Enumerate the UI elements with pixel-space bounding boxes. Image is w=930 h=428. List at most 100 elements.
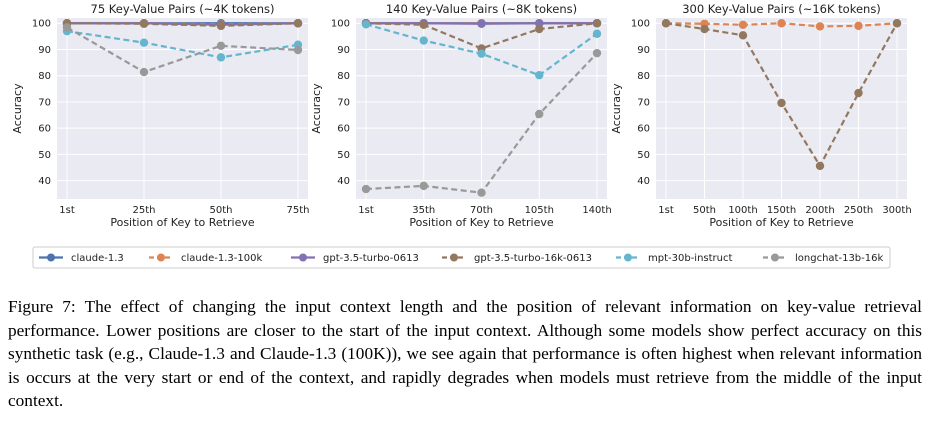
legend-swatch-marker: [771, 253, 779, 262]
chart-panel-1: 40 50 60 70 80 90 100 1st 25th 50th 75th 75 Key-Val…: [11, 2, 309, 229]
y-tick-label: 40: [38, 176, 51, 187]
x-tick-label: 140th: [582, 205, 611, 216]
data-point-longchat-13b-16k: [216, 41, 226, 51]
data-point-gpt-3-5-turbo-16k-0613: [777, 98, 786, 108]
y-tick-label: 100: [32, 19, 51, 30]
data-point-mpt-30b-instruct: [216, 53, 226, 62]
x-tick-label: 100th: [728, 205, 757, 216]
figure: 40 50 60 70 80 90 100 1st 25th 50th 75th 75 Key-Val…: [11, 2, 912, 269]
x-tick-label: 70th: [470, 205, 493, 216]
y-tick-label: 70: [337, 97, 350, 108]
data-point-gpt-3-5-turbo-0613: [477, 19, 486, 28]
x-tick-label: 150th: [767, 205, 796, 216]
data-point-gpt-3-5-turbo-0613: [535, 19, 544, 28]
legend: claude-1.3 claude-1.3-100k gpt-3.5-turbo-0…: [32, 246, 891, 269]
x-tick-label: 1st: [358, 205, 374, 216]
legend-label: gpt-3.5-turbo-16k-0613: [474, 253, 592, 264]
data-point-gpt-3-5-turbo-16k-0613: [293, 19, 303, 28]
y-tick-label: 40: [637, 176, 650, 187]
x-tick-label: 300th: [882, 205, 911, 216]
data-point-claude-1-3-100k: [738, 20, 748, 30]
data-point-gpt-3-5-turbo-16k-0613: [661, 19, 671, 28]
chart-title: 75 Key-Value Pairs (~4K tokens): [91, 2, 275, 16]
y-tick-label: 60: [337, 124, 350, 135]
legend-label: claude-1.3-100k: [181, 253, 262, 264]
data-point-longchat-13b-16k: [419, 181, 428, 191]
y-tick-label: 50: [337, 150, 350, 161]
data-point-longchat-13b-16k: [592, 48, 602, 58]
series-line-mpt-30b-instruct: [66, 30, 299, 59]
legend-swatch-marker: [157, 253, 165, 262]
x-tick-label: 200th: [805, 205, 834, 216]
legend-swatch-marker: [450, 253, 458, 262]
data-point-longchat-13b-16k: [139, 67, 149, 77]
data-point-gpt-3-5-turbo-16k-0613: [700, 24, 709, 34]
y-tick-label: 80: [337, 71, 350, 82]
data-point-longchat-13b-16k: [361, 184, 371, 194]
legend-swatch-marker: [624, 253, 632, 262]
x-axis-label: Position of Key to Retrieve: [409, 216, 553, 229]
y-tick-label: 50: [38, 150, 51, 161]
legend-swatch-marker: [47, 253, 55, 262]
plot-background: [57, 18, 308, 199]
legend-swatch-marker: [299, 253, 307, 262]
legend-label: gpt-3.5-turbo-0613: [323, 253, 419, 264]
data-point-longchat-13b-16k: [535, 109, 544, 119]
data-point-longchat-13b-16k: [477, 188, 486, 197]
data-point-longchat-13b-16k: [62, 23, 72, 32]
chart-title: 300 Key-Value Pairs (~16K tokens): [682, 2, 881, 16]
y-axis-label: Accuracy: [610, 83, 623, 134]
series-line-gpt-3-5-turbo-16k-0613: [66, 22, 299, 27]
data-point-gpt-3-5-turbo-16k-0613: [815, 161, 825, 171]
data-point-mpt-30b-instruct: [592, 29, 602, 38]
chart-panel-3: 40 50 60 70 80 90 100 1st 50th 100th 150th 200th 250…: [610, 2, 912, 229]
data-point-mpt-30b-instruct: [535, 70, 544, 80]
y-tick-label: 80: [38, 71, 51, 82]
y-axis-label: Accuracy: [11, 83, 24, 134]
x-axis-label: Position of Key to Retrieve: [110, 216, 254, 229]
data-point-gpt-3-5-turbo-16k-0613: [592, 19, 602, 28]
y-tick-label: 40: [337, 176, 350, 187]
data-point-mpt-30b-instruct: [361, 20, 371, 29]
y-tick-label: 90: [337, 45, 350, 56]
series-line-gpt-3-5-turbo-16k-0613: [365, 22, 598, 50]
legend-label: claude-1.3: [71, 253, 124, 264]
x-axis-label: Position of Key to Retrieve: [709, 216, 853, 229]
x-tick-label: 50th: [693, 205, 716, 216]
x-tick-label: 50th: [210, 205, 233, 216]
y-tick-label: 50: [637, 150, 650, 161]
data-point-gpt-3-5-turbo-16k-0613: [216, 21, 226, 31]
data-point-mpt-30b-instruct: [419, 36, 428, 45]
data-point-claude-1-3-100k: [777, 19, 786, 28]
y-tick-label: 60: [637, 124, 650, 135]
data-point-mpt-30b-instruct: [139, 38, 149, 47]
y-tick-label: 90: [38, 45, 51, 56]
figure-caption: Figure 7: The effect of changing the inp…: [8, 297, 922, 410]
y-tick-label: 100: [331, 19, 350, 30]
x-tick-label: 105th: [525, 205, 554, 216]
legend-label: longchat-13b-16k: [795, 253, 883, 264]
y-tick-label: 70: [637, 97, 650, 108]
data-point-mpt-30b-instruct: [477, 49, 486, 58]
x-tick-label: 75th: [287, 205, 310, 216]
chart-title: 140 Key-Value Pairs (~8K tokens): [386, 2, 577, 16]
y-tick-label: 60: [38, 124, 51, 135]
data-point-gpt-3-5-turbo-16k-0613: [535, 24, 544, 34]
data-point-gpt-3-5-turbo-16k-0613: [419, 20, 428, 30]
x-tick-label: 250th: [844, 205, 873, 216]
data-point-claude-1-3-100k: [854, 21, 863, 31]
data-point-gpt-3-5-turbo-16k-0613: [738, 31, 748, 40]
chart-panel-2: 40 50 60 70 80 90 100 1st 35th 70th 105th 140th 140 …: [310, 2, 612, 229]
y-tick-label: 80: [637, 71, 650, 82]
legend-label: mpt-30b-instruct: [648, 253, 732, 264]
y-tick-label: 90: [637, 45, 650, 56]
x-tick-label: 1st: [59, 205, 75, 216]
x-tick-label: 35th: [412, 205, 435, 216]
data-point-longchat-13b-16k: [293, 45, 303, 55]
y-tick-label: 100: [631, 19, 650, 30]
x-tick-label: 25th: [133, 205, 156, 216]
y-tick-label: 70: [38, 97, 51, 108]
data-point-claude-1-3-100k: [815, 22, 825, 31]
data-point-gpt-3-5-turbo-16k-0613: [139, 19, 149, 28]
y-axis-label: Accuracy: [310, 83, 323, 134]
